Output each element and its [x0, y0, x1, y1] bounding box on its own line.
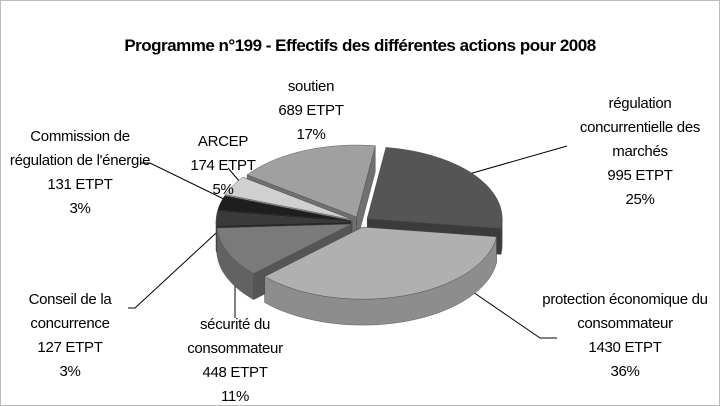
leader-line [140, 162, 233, 204]
value-label: 448 ETPT [202, 364, 268, 381]
value-label: 127 ETPT [37, 339, 103, 356]
percent-label: 25% [625, 191, 655, 208]
percent-label: 17% [296, 126, 326, 143]
category-label: Commission de régulation de l'énergie [9, 128, 151, 169]
value-label: 1430 ETPT [588, 339, 662, 356]
percent-label: 36% [610, 363, 640, 380]
slice [215, 210, 352, 226]
leader-lines [128, 145, 568, 339]
slice-label: régulation concurrentielle des marchés 99… [565, 92, 715, 212]
slice-label: Conseil de la concurrence 127 ETPT 3% [0, 288, 140, 384]
percent-label: 3% [59, 363, 81, 380]
value-label: 689 ETPT [278, 102, 344, 119]
slice-label: protection économique du consommateur 143… [540, 288, 710, 384]
slice [217, 195, 352, 221]
category-label: régulation concurrentielle des marchés [579, 95, 701, 160]
leader-line [454, 145, 568, 179]
category-label: ARCEP [197, 133, 249, 150]
percent-label: 11% [220, 388, 249, 405]
category-label: sécurité du consommateur [187, 316, 283, 357]
slice-label: sécurité du consommateur 448 ETPT 11% [165, 313, 305, 406]
slice-label: ARCEP 174 ETPT 5% [183, 130, 263, 202]
percent-label: 3% [69, 200, 91, 217]
chart-title: Programme n°199 - Effectifs des différen… [124, 36, 596, 55]
slice [246, 144, 376, 218]
leader-line [128, 221, 229, 309]
category-label: Conseil de la concurrence [28, 291, 112, 332]
slice-label: Commission de régulation de l'énergie 131… [5, 125, 155, 221]
value-label: 995 ETPT [607, 167, 673, 184]
slice [366, 147, 503, 229]
slice [225, 176, 353, 220]
category-label: soutien [287, 78, 335, 95]
slice-label: soutien 689 ETPT 17% [266, 75, 356, 147]
value-label: 174 ETPT [190, 157, 256, 174]
slice [216, 223, 352, 274]
leader-line [227, 167, 241, 183]
slice [264, 226, 497, 300]
category-label: protection économique du consommateur [542, 291, 708, 332]
percent-label: 5% [212, 181, 234, 198]
value-label: 131 ETPT [47, 176, 113, 193]
leader-line [469, 289, 557, 339]
